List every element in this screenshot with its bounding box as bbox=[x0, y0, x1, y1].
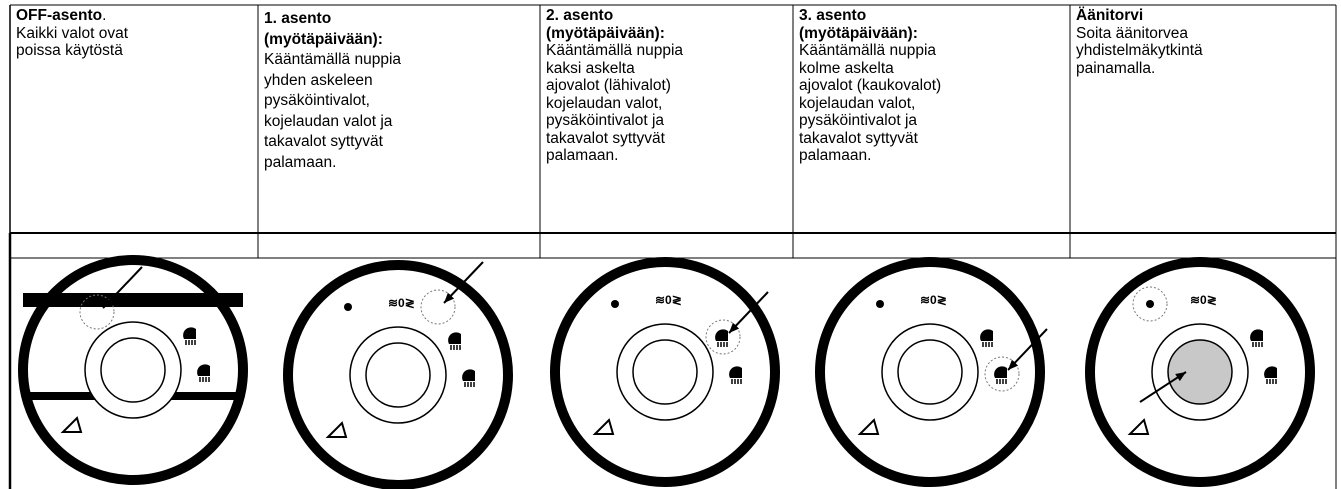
selected-marker bbox=[79, 294, 115, 330]
icon bbox=[980, 329, 993, 341]
cell-text: ajovalot (kaukovalot) bbox=[799, 77, 942, 94]
cell-text: Kääntämällä nuppia bbox=[264, 51, 402, 68]
knob-inner bbox=[632, 339, 698, 405]
cell-title-line: 3. asento bbox=[799, 7, 941, 25]
cell-title-line: (myötäpäivään): bbox=[546, 25, 683, 43]
cell-text: yhden askeleen bbox=[264, 71, 373, 89]
cell-title-line: (myötäpäivään): bbox=[799, 25, 941, 43]
off-dot bbox=[344, 303, 352, 311]
cell-text: palamaan. bbox=[546, 147, 619, 164]
dials: ≋0≷ ≋0≷ ≋0≷ ≋0≷ ≋0≷ bbox=[18, 255, 1315, 489]
cell-text: pysäköintivalot, bbox=[264, 92, 370, 109]
arrow-head bbox=[444, 292, 455, 303]
cell-title-line: 1. asento bbox=[264, 9, 401, 30]
off-dot bbox=[876, 300, 884, 308]
cell: 1. asento (myötäpäivään): Kääntämällä nupp… bbox=[264, 9, 401, 173]
cell-title: OFF-asento bbox=[16, 7, 103, 24]
horn-icon bbox=[60, 416, 83, 433]
icon bbox=[729, 366, 742, 378]
dial-band bbox=[23, 293, 243, 307]
knob-inner bbox=[365, 342, 431, 408]
cell-title: 1. asento bbox=[264, 10, 332, 27]
arrow-head bbox=[103, 297, 114, 308]
icon bbox=[197, 364, 210, 376]
cell-title: (myötäpäivään): bbox=[546, 24, 665, 42]
arrow-head bbox=[1008, 359, 1019, 370]
selected-marker bbox=[705, 319, 741, 355]
low-beam-icon: ≋0≷ bbox=[1190, 293, 1217, 307]
cell-text: takavalot syttyvät bbox=[264, 133, 383, 150]
cell-text: kojelaudan valot, bbox=[799, 94, 916, 112]
cell-text: pysäköintivalot ja bbox=[546, 112, 665, 129]
cell-text: takavalot syttyvät bbox=[799, 129, 918, 147]
cell-text: palamaan. bbox=[799, 147, 872, 164]
cell-text: kaksi askelta bbox=[546, 59, 635, 77]
icon bbox=[462, 369, 475, 381]
icon bbox=[715, 329, 728, 341]
cell-text: kojelaudan valot, bbox=[546, 94, 663, 112]
cell-title: (myötäpäivään): bbox=[799, 24, 918, 42]
cell-text: pysäköintivalot ja bbox=[799, 112, 918, 129]
icon bbox=[994, 366, 1007, 378]
title-suffix: . bbox=[102, 7, 107, 24]
icon bbox=[448, 332, 461, 344]
low-beam-icon: ≋0≷ bbox=[123, 291, 150, 305]
icon bbox=[1250, 329, 1263, 341]
horn-icon bbox=[857, 418, 880, 435]
low-beam-icon: ≋0≷ bbox=[655, 293, 682, 307]
off-dot bbox=[611, 300, 619, 308]
cell: 3. asento (myötäpäivään): Kääntämällä nupp… bbox=[799, 7, 941, 165]
cell-text: ajovalot (lähivalot) bbox=[546, 77, 671, 94]
low-beam-icon: ≋0≷ bbox=[388, 296, 415, 310]
off-dot bbox=[79, 298, 87, 306]
arrow-head bbox=[1175, 372, 1186, 382]
cell: Äänitorvi Soita äänitorvea yhdistelmäkytki… bbox=[1076, 7, 1203, 77]
cell-text: kolme askelta bbox=[799, 59, 894, 77]
selected-marker bbox=[1132, 286, 1168, 322]
cell-text: Soita äänitorvea bbox=[1076, 24, 1189, 42]
selected-marker bbox=[420, 289, 456, 325]
cell-title: (myötäpäivään): bbox=[264, 30, 383, 48]
cell-text: takavalot syttyvät bbox=[546, 129, 665, 147]
horn-icon bbox=[325, 421, 348, 438]
cell: 2. asento (myötäpäivään): Kääntämällä nupp… bbox=[546, 7, 683, 165]
cell-text: Kääntämällä nuppia bbox=[799, 42, 937, 59]
knob-inner bbox=[100, 337, 166, 403]
cell-text: palamaan. bbox=[264, 153, 337, 171]
cell-title-line: 2. asento bbox=[546, 7, 683, 25]
cell-title: Äänitorvi bbox=[1076, 7, 1144, 24]
cell-text: yhdistelmäkytkintä bbox=[1076, 42, 1203, 59]
cell-text: kojelaudan valot ja bbox=[264, 112, 393, 130]
horn-icon bbox=[592, 418, 615, 435]
cell-text: poissa käytöstä bbox=[16, 42, 123, 59]
cell-text: Kaikki valot ovat bbox=[16, 24, 128, 42]
off-dot bbox=[1146, 300, 1154, 308]
knob-inner bbox=[1167, 339, 1233, 405]
cell-title-line: Äänitorvi bbox=[1076, 7, 1203, 25]
icon bbox=[183, 327, 196, 339]
cell-title: 3. asento bbox=[799, 7, 867, 24]
horn-icon bbox=[1127, 418, 1150, 435]
cell: OFF-asento. Kaikki valot ovat poissa käytö… bbox=[16, 7, 128, 60]
cell-title: 2. asento bbox=[546, 7, 614, 24]
cell-text: painamalla. bbox=[1076, 59, 1156, 77]
low-beam-icon: ≋0≷ bbox=[920, 293, 947, 307]
cell-text: Kääntämällä nuppia bbox=[546, 42, 684, 59]
cell-title-line: (myötäpäivään): bbox=[264, 30, 401, 51]
icon bbox=[1264, 366, 1277, 378]
arrow-head bbox=[729, 322, 740, 333]
knob-inner bbox=[897, 339, 963, 405]
selected-marker bbox=[984, 356, 1020, 392]
cell-title-line: OFF-asento. bbox=[16, 7, 128, 25]
